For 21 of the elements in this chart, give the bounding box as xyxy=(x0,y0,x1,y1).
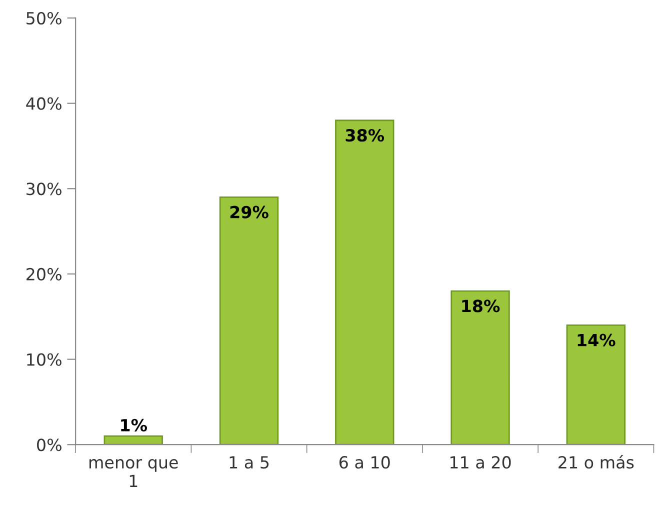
data-label: 1% xyxy=(121,418,147,432)
y-tick-label: 10% xyxy=(27,353,62,366)
x-tick-label: 11 a 20 xyxy=(450,456,511,469)
data-label: 38% xyxy=(346,129,384,142)
data-label: 14% xyxy=(578,334,616,346)
bar xyxy=(450,290,510,445)
y-tick-label: 50% xyxy=(26,12,62,25)
y-tick-label: 20% xyxy=(26,268,62,281)
y-tick-label: 40% xyxy=(26,97,62,110)
bar xyxy=(335,120,394,445)
x-tick-label: 1 a 5 xyxy=(230,456,269,469)
x-tick-label: menor que 1 xyxy=(89,459,178,488)
x-tick-label: 6 a 10 xyxy=(339,456,390,469)
bar xyxy=(219,196,279,445)
bar xyxy=(104,435,163,445)
x-tick-label: 21 o más xyxy=(558,455,634,469)
y-tick-label: 0% xyxy=(37,438,62,452)
data-label: 29% xyxy=(230,206,268,218)
bar xyxy=(566,324,626,445)
data-label: 18% xyxy=(462,300,500,312)
y-tick-label: 30% xyxy=(26,182,62,196)
